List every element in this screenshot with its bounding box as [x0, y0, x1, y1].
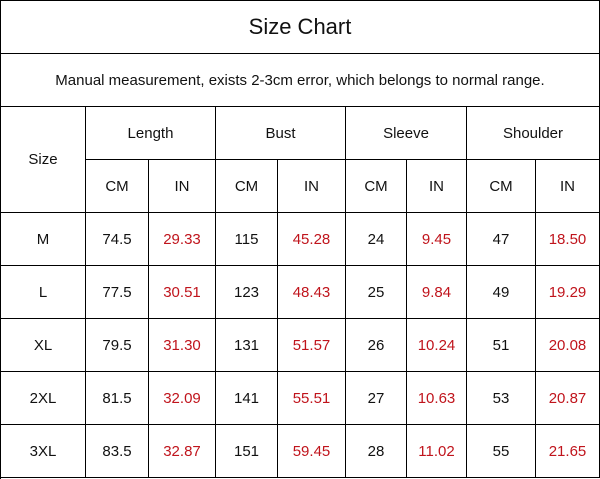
measurement: 81.5 [86, 372, 149, 425]
measurement: 25 [346, 266, 407, 319]
measurement: 10.63 [407, 372, 467, 425]
measurement: 9.84 [407, 266, 467, 319]
unit-header: IN [278, 160, 346, 213]
unit-header: CM [346, 160, 407, 213]
size-label: L [1, 266, 86, 319]
measurement: 20.87 [536, 372, 600, 425]
size-label: 3XL [1, 425, 86, 478]
measurement: 59.45 [278, 425, 346, 478]
group-header: Sleeve [346, 107, 467, 160]
measurement: 74.5 [86, 213, 149, 266]
measurement: 141 [216, 372, 278, 425]
unit-header: CM [467, 160, 536, 213]
measurement: 20.08 [536, 319, 600, 372]
measurement: 55.51 [278, 372, 346, 425]
measurement: 24 [346, 213, 407, 266]
size-header: Size [1, 107, 86, 213]
unit-header: CM [216, 160, 278, 213]
measurement: 47 [467, 213, 536, 266]
measurement: 151 [216, 425, 278, 478]
unit-header: CM [86, 160, 149, 213]
measurement: 77.5 [86, 266, 149, 319]
measurement: 27 [346, 372, 407, 425]
group-header: Length [86, 107, 216, 160]
measurement: 49 [467, 266, 536, 319]
unit-header: IN [536, 160, 600, 213]
measurement: 29.33 [149, 213, 216, 266]
measurement: 10.24 [407, 319, 467, 372]
measurement: 26 [346, 319, 407, 372]
measurement: 51.57 [278, 319, 346, 372]
measurement: 30.51 [149, 266, 216, 319]
chart-title: Size Chart [1, 1, 600, 54]
measurement: 79.5 [86, 319, 149, 372]
measurement: 9.45 [407, 213, 467, 266]
measurement: 123 [216, 266, 278, 319]
measurement: 55 [467, 425, 536, 478]
measurement: 31.30 [149, 319, 216, 372]
unit-header: IN [149, 160, 216, 213]
measurement: 53 [467, 372, 536, 425]
measurement: 19.29 [536, 266, 600, 319]
note: Manual measurement, exists 2-3cm error, … [1, 54, 600, 107]
size-label: 2XL [1, 372, 86, 425]
measurement: 83.5 [86, 425, 149, 478]
size-label: M [1, 213, 86, 266]
measurement: 115 [216, 213, 278, 266]
measurement: 21.65 [536, 425, 600, 478]
measurement: 48.43 [278, 266, 346, 319]
measurement: 32.09 [149, 372, 216, 425]
measurement: 45.28 [278, 213, 346, 266]
measurement: 11.02 [407, 425, 467, 478]
measurement: 131 [216, 319, 278, 372]
measurement: 51 [467, 319, 536, 372]
measurement: 32.87 [149, 425, 216, 478]
group-header: Shoulder [467, 107, 600, 160]
unit-header: IN [407, 160, 467, 213]
measurement: 18.50 [536, 213, 600, 266]
measurement: 28 [346, 425, 407, 478]
size-label: XL [1, 319, 86, 372]
group-header: Bust [216, 107, 346, 160]
